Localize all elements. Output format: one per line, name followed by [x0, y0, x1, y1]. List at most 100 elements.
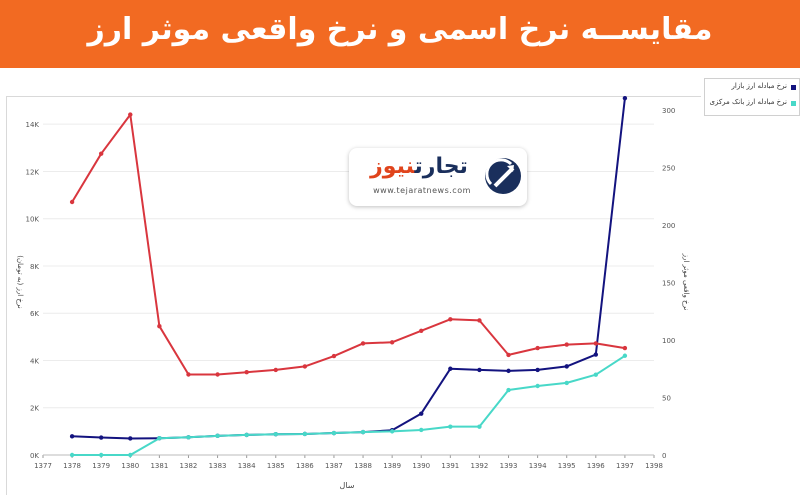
x-tick-label: 1380	[121, 462, 139, 470]
data-point	[186, 372, 191, 377]
data-point	[506, 352, 511, 358]
legend-item-central[interactable]: نرخ مبادله ارز بانک مرکزی	[705, 98, 799, 111]
data-point	[448, 366, 453, 371]
data-point	[157, 324, 162, 329]
data-point	[128, 436, 133, 441]
data-point	[157, 436, 162, 441]
data-point	[302, 431, 308, 437]
x-tick-label: 1384	[238, 462, 256, 470]
y-right-tick-label: 300	[662, 107, 675, 115]
data-point	[215, 372, 220, 377]
data-point	[244, 370, 249, 375]
x-tick-label: 1396	[587, 462, 605, 470]
data-point	[331, 353, 337, 359]
y-right-tick-label: 0	[662, 452, 666, 460]
data-point	[360, 341, 366, 346]
x-tick-label: 1390	[412, 462, 430, 470]
data-point	[593, 372, 599, 377]
data-point	[419, 427, 424, 433]
x-tick-label: 1386	[296, 462, 314, 470]
plot-area	[69, 95, 628, 458]
y-right-tick-label: 200	[662, 222, 675, 230]
header-bar: مقایســه نرخ اسمی و نرخ واقعی موثر ارز	[0, 0, 800, 68]
y-left-tick-label: 2K	[30, 405, 39, 413]
logo-text: تجارتنیوز	[359, 154, 479, 179]
data-point	[419, 328, 424, 333]
y-right-tick-label: 100	[662, 337, 675, 345]
x-tick-label: 1378	[63, 462, 81, 470]
data-point	[477, 318, 482, 323]
tejaratnews-logo: تجارتنیوز www.tejaratnews.com	[349, 148, 527, 206]
data-point	[419, 411, 424, 416]
series-line-1	[72, 354, 626, 456]
data-point	[98, 435, 104, 440]
legend-item-market[interactable]: نرخ مبادله ارز بازار	[705, 82, 799, 95]
x-tick-label: 1379	[92, 462, 110, 470]
data-point	[535, 367, 540, 373]
chart-frame	[6, 96, 701, 495]
y-left-tick-label: 6K	[30, 310, 39, 318]
legend-label-market: نرخ مبادله ارز بازار	[731, 82, 788, 90]
data-point	[448, 317, 453, 322]
data-point	[98, 452, 104, 458]
y-axis-right-label: نرخ واقعی موثر ارز	[682, 253, 690, 311]
x-tick-label: 1395	[558, 462, 576, 470]
data-point	[186, 435, 191, 440]
data-point	[128, 452, 133, 458]
y-right-tick-label: 250	[662, 165, 675, 173]
x-tick-label: 1377	[34, 462, 52, 470]
data-point	[331, 430, 337, 436]
y-axis-left-label: نرخ ارز (به تومان)	[16, 255, 24, 309]
data-point	[69, 434, 75, 439]
x-axis-label: سال	[340, 481, 355, 490]
data-point	[69, 199, 75, 205]
legend-swatch-market	[791, 85, 796, 90]
axes: 0K 2K 4K 6K 8K 10K 12K 14K 0 50 100 150 200 250 300 137…	[26, 107, 676, 470]
data-point	[535, 345, 540, 351]
y-left-tick-label: 8K	[30, 263, 39, 271]
x-tick-label: 1387	[325, 462, 343, 470]
data-point	[564, 364, 569, 369]
data-point	[273, 367, 278, 373]
grid-lines	[43, 123, 654, 456]
x-tick-label: 1398	[645, 462, 663, 470]
y-left-tick-label: 10K	[26, 216, 40, 224]
data-point	[389, 340, 395, 345]
data-point	[98, 151, 104, 156]
x-tick-label: 1392	[471, 462, 489, 470]
y-left-tick-label: 12K	[26, 168, 40, 176]
data-point	[622, 95, 628, 101]
data-point	[273, 432, 278, 437]
series-line-0	[72, 98, 626, 440]
logo-name-part2: نیوز	[370, 154, 415, 179]
x-tick-label: 1393	[500, 462, 518, 470]
data-point	[389, 429, 395, 434]
data-point	[593, 352, 599, 357]
logo-url: www.tejaratnews.com	[373, 186, 471, 195]
x-tick-label: 1385	[267, 462, 285, 470]
x-tick-label: 1383	[209, 462, 227, 470]
data-point	[360, 429, 366, 435]
logo-emblem-icon	[485, 158, 521, 194]
data-point	[215, 433, 220, 439]
legend: نرخ مبادله ارز بازار نرخ مبادله ارز بانک…	[704, 78, 800, 116]
y-left-tick-label: 14K	[26, 121, 40, 129]
series-line-2	[71, 113, 626, 376]
y-right-tick-label: 50	[662, 395, 671, 403]
legend-swatch-central	[791, 101, 796, 106]
logo-name-part1: تجارت	[414, 154, 468, 179]
x-tick-label: 1388	[354, 462, 372, 470]
x-tick-label: 1397	[616, 462, 634, 470]
data-point	[244, 432, 249, 438]
x-tick-label: 1389	[383, 462, 401, 470]
data-point	[477, 367, 482, 373]
data-point	[535, 383, 540, 389]
data-point	[69, 452, 75, 458]
data-point	[448, 424, 453, 429]
x-tick-label: 1391	[441, 462, 459, 470]
legend-label-central: نرخ مبادله ارز بانک مرکزی	[709, 98, 787, 106]
data-point	[622, 345, 628, 351]
data-point	[564, 380, 569, 386]
x-tick-label: 1381	[150, 462, 168, 470]
